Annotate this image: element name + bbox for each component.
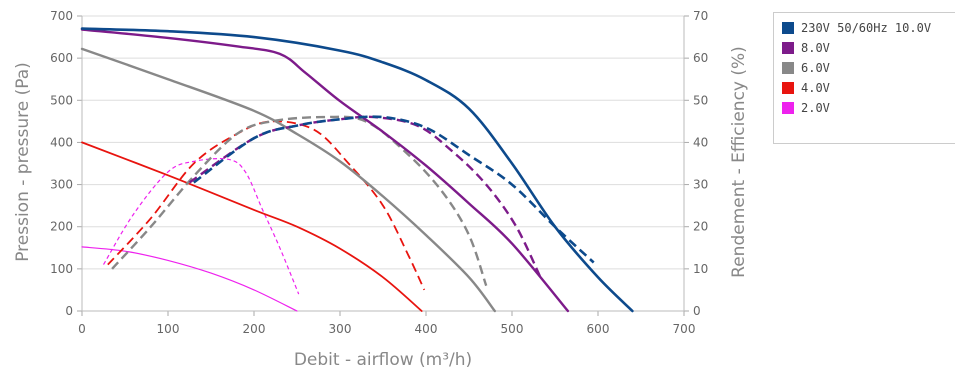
efficiency-curve xyxy=(107,120,426,291)
y-right-tick-label: 40 xyxy=(693,135,708,149)
x-tick-label: 700 xyxy=(673,322,696,336)
y-axis-right-title: Rendement - Efficiency (%) xyxy=(729,46,749,278)
legend-item: 8.0V xyxy=(782,38,955,58)
legend-label: 8.0V xyxy=(801,41,830,55)
legend-swatch xyxy=(782,62,794,74)
efficiency-curve xyxy=(188,115,542,278)
y-left-tick-label: 0 xyxy=(65,304,73,318)
x-tick-label: 200 xyxy=(243,322,266,336)
y-right-tick-label: 30 xyxy=(693,178,708,192)
legend-swatch xyxy=(782,22,794,34)
x-tick-label: 0 xyxy=(78,322,86,336)
legend-label: 6.0V xyxy=(801,61,830,75)
x-tick-label: 600 xyxy=(587,322,610,336)
pressure-curve xyxy=(80,27,634,313)
y-right-tick-label: 10 xyxy=(693,262,708,276)
pressure-curve xyxy=(81,246,298,312)
y-left-tick-label: 200 xyxy=(50,220,73,234)
x-tick-label: 300 xyxy=(329,322,352,336)
y-left-tick-label: 600 xyxy=(50,51,73,65)
y-left-tick-label: 400 xyxy=(50,135,73,149)
y-left-tick-label: 300 xyxy=(50,178,73,192)
x-axis-title: Debit - airflow (m³/h) xyxy=(294,350,472,370)
x-tick-label: 500 xyxy=(501,322,524,336)
efficiency-curve xyxy=(193,115,595,264)
y-right-tick-label: 70 xyxy=(693,9,708,23)
legend-label: 4.0V xyxy=(801,81,830,95)
pressure-curve xyxy=(81,141,423,312)
pressure-curve xyxy=(80,47,496,313)
y-right-tick-label: 20 xyxy=(693,220,708,234)
y-right-tick-label: 0 xyxy=(693,304,701,318)
legend-swatch xyxy=(782,82,794,94)
y-right-tick-label: 50 xyxy=(693,93,708,107)
legend-item: 230V 50/60Hz 10.0V xyxy=(782,18,955,38)
y-axis-left-title: Pression - pressure (Pa) xyxy=(13,62,33,262)
axes xyxy=(77,15,689,316)
legend-item: 4.0V xyxy=(782,78,955,98)
series-lines xyxy=(80,27,634,313)
x-tick-label: 400 xyxy=(415,322,438,336)
legend-item: 2.0V xyxy=(782,98,955,118)
y-right-tick-label: 60 xyxy=(693,51,708,65)
pressure-curve xyxy=(80,28,570,313)
legend-label: 230V 50/60Hz 10.0V xyxy=(801,21,932,35)
legend-swatch xyxy=(782,42,794,54)
legend: 230V 50/60Hz 10.0V 8.0V 6.0V 4.0V 2.0V xyxy=(773,12,955,144)
legend-item: 6.0V xyxy=(782,58,955,78)
y-left-tick-label: 500 xyxy=(50,93,73,107)
y-left-tick-label: 700 xyxy=(50,9,73,23)
x-tick-label: 100 xyxy=(157,322,180,336)
grid xyxy=(82,15,684,270)
efficiency-curve xyxy=(111,115,488,287)
y-left-tick-label: 100 xyxy=(50,262,73,276)
legend-swatch xyxy=(782,102,794,114)
legend-label: 2.0V xyxy=(801,101,830,115)
efficiency-curve xyxy=(102,157,300,295)
